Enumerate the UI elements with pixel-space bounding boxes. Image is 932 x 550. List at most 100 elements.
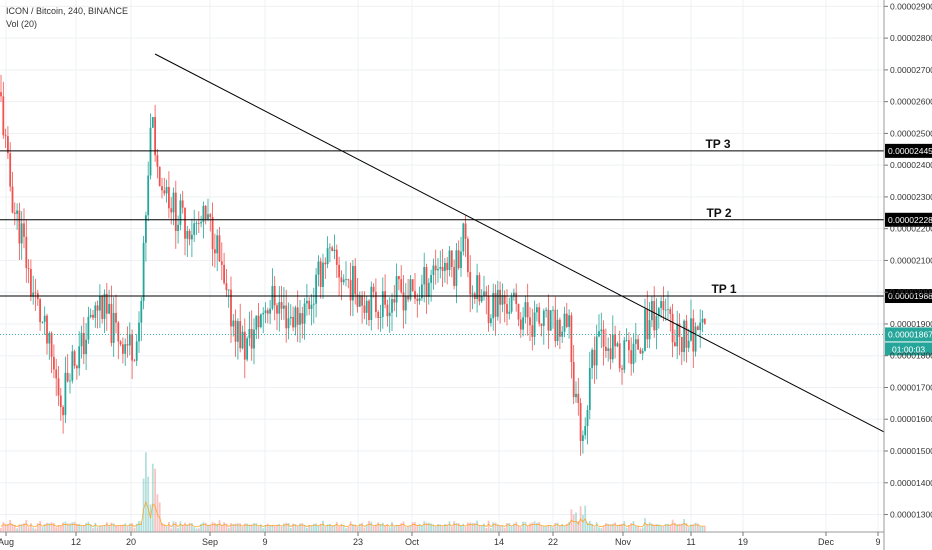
candle-body — [133, 360, 136, 362]
volume-bar — [186, 524, 189, 532]
volume-bar — [200, 523, 202, 532]
candle-body — [584, 426, 587, 436]
volume-bar — [660, 525, 662, 532]
candle-body — [170, 208, 173, 213]
candle-body — [322, 262, 324, 287]
tp-price-tag-text: 0.00001988 — [888, 291, 932, 301]
volume-bar — [78, 523, 81, 532]
volume-bar — [519, 527, 522, 532]
volume-bar — [582, 514, 584, 532]
candle-body — [453, 266, 455, 286]
candle-body — [216, 235, 219, 254]
candle-body — [577, 393, 580, 403]
candle-body — [538, 307, 541, 324]
volume-bar — [372, 526, 375, 532]
y-tick-label: 0.00001700 — [890, 382, 932, 392]
volume-bar — [326, 524, 329, 532]
volume-bar — [434, 526, 437, 532]
y-tick-label: 0.00002000 — [890, 287, 932, 297]
price-axis: 0.00002900 0.00002800 0.00002700 0.00002600… — [883, 0, 932, 550]
candle-body — [287, 318, 290, 329]
volume-bar — [92, 528, 94, 532]
candle-body — [510, 296, 513, 312]
candle-body — [683, 320, 685, 353]
candle-body — [112, 312, 115, 343]
volume-bar — [264, 525, 267, 532]
candle-body — [476, 275, 478, 300]
volume-bar — [690, 524, 692, 532]
candle-body — [317, 261, 320, 275]
candle-body — [142, 242, 145, 302]
candle-body — [621, 368, 623, 370]
candle-body — [202, 205, 205, 223]
candle-body — [41, 321, 44, 323]
candle-body — [356, 294, 359, 307]
volume-bar — [285, 522, 288, 532]
volume-bar — [453, 521, 455, 532]
candle-body — [154, 117, 156, 156]
volume-bar — [563, 526, 566, 532]
candle-body — [39, 299, 41, 323]
volume-bar — [462, 523, 465, 532]
volume-bar — [319, 523, 322, 532]
volume-bar — [354, 524, 357, 532]
candle-body — [496, 289, 499, 317]
y-tick-label: 0.00001500 — [890, 446, 932, 456]
volume-bar — [671, 519, 674, 532]
y-tick-label: 0.00002600 — [890, 97, 932, 107]
volume-bar — [225, 523, 228, 532]
volume-bar — [664, 523, 667, 532]
volume-bar — [586, 522, 589, 532]
volume-bar — [89, 524, 92, 532]
candle-body — [542, 310, 545, 326]
candle-body — [306, 300, 308, 304]
candle-body — [94, 305, 97, 318]
volume-bar — [214, 522, 216, 532]
volume-bar — [683, 519, 685, 532]
volume-bar — [411, 522, 414, 532]
candle-body — [340, 277, 343, 283]
candle-body — [506, 304, 508, 314]
volume-bar — [292, 523, 294, 532]
candle-body — [218, 235, 221, 262]
volume-bar — [460, 525, 462, 532]
volume-bar — [315, 523, 317, 532]
candle-body — [200, 222, 202, 224]
candle-body — [602, 329, 605, 347]
volume-bar — [324, 526, 327, 532]
candle-body — [639, 349, 642, 354]
volume-bar — [303, 524, 306, 532]
volume-bar — [480, 525, 483, 532]
volume-bar — [269, 525, 271, 532]
volume-bar — [644, 518, 646, 532]
volume-bar — [119, 524, 122, 532]
volume-bar — [177, 528, 179, 532]
volume-bar — [145, 452, 147, 532]
volume-bar — [340, 523, 343, 532]
volume-bar — [694, 522, 697, 532]
candle-body — [605, 346, 607, 351]
volume-bar — [393, 526, 396, 532]
volume-bar — [255, 523, 258, 532]
candle-body — [280, 302, 283, 309]
candle-body — [549, 310, 552, 331]
volume-bar — [536, 522, 538, 532]
volume-bar — [115, 526, 117, 532]
volume-bar — [53, 523, 55, 532]
volume-bar — [473, 522, 476, 532]
volume-bar — [30, 523, 32, 532]
volume-bar — [105, 522, 108, 532]
candle-body — [115, 312, 117, 323]
candle-body — [283, 305, 285, 309]
candle-body — [103, 293, 106, 319]
trendline-group: 0.00001867 01:00:03 — [0, 53, 932, 433]
candle-body — [186, 230, 189, 239]
candle-body — [471, 293, 474, 295]
volume-bar — [25, 520, 28, 532]
candle-body — [260, 314, 262, 328]
current-price-tag — [885, 327, 932, 342]
volume-bar — [547, 525, 550, 532]
volume-bar — [609, 524, 612, 532]
volume-bar — [365, 524, 368, 532]
